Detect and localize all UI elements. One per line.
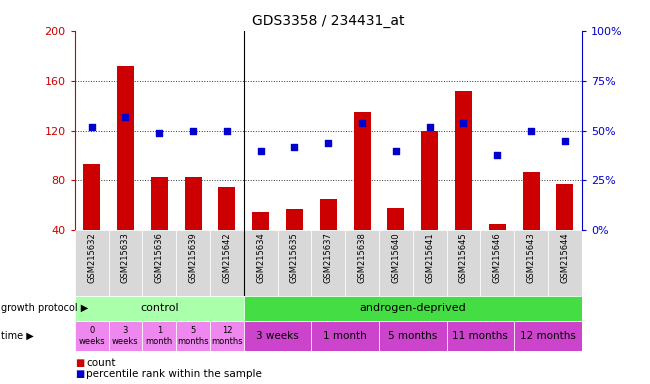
Text: 3
weeks: 3 weeks bbox=[112, 326, 138, 346]
Text: 3 weeks: 3 weeks bbox=[256, 331, 299, 341]
Bar bbox=[75, 296, 244, 321]
Text: ■: ■ bbox=[75, 358, 84, 368]
Bar bbox=[354, 112, 370, 230]
Bar bbox=[83, 164, 100, 230]
Bar bbox=[556, 184, 573, 230]
Bar bbox=[489, 224, 506, 230]
Text: GSM215637: GSM215637 bbox=[324, 232, 333, 283]
Text: 1 month: 1 month bbox=[323, 331, 367, 341]
Bar bbox=[447, 230, 480, 296]
Text: control: control bbox=[140, 303, 179, 313]
Bar bbox=[75, 230, 109, 296]
Point bbox=[86, 124, 97, 130]
Text: GSM215635: GSM215635 bbox=[290, 232, 299, 283]
Text: GSM215639: GSM215639 bbox=[188, 232, 198, 283]
Text: GSM215634: GSM215634 bbox=[256, 232, 265, 283]
Bar bbox=[345, 230, 379, 296]
Text: GSM215638: GSM215638 bbox=[358, 232, 367, 283]
Bar bbox=[109, 230, 142, 296]
Text: 1
month: 1 month bbox=[146, 326, 173, 346]
Bar bbox=[176, 321, 210, 351]
Text: GSM215641: GSM215641 bbox=[425, 232, 434, 283]
Bar bbox=[480, 230, 514, 296]
Text: GSM215640: GSM215640 bbox=[391, 232, 400, 283]
Bar bbox=[244, 230, 278, 296]
Bar bbox=[523, 172, 540, 230]
Text: GSM215644: GSM215644 bbox=[560, 232, 569, 283]
Text: GSM215632: GSM215632 bbox=[87, 232, 96, 283]
Bar bbox=[286, 209, 303, 230]
Point bbox=[492, 151, 502, 157]
Text: GSM215642: GSM215642 bbox=[222, 232, 231, 283]
Point bbox=[188, 127, 198, 134]
Bar bbox=[210, 230, 244, 296]
Point bbox=[255, 147, 266, 154]
Point bbox=[289, 144, 300, 150]
Point bbox=[222, 127, 232, 134]
Title: GDS3358 / 234431_at: GDS3358 / 234431_at bbox=[252, 14, 404, 28]
Bar bbox=[117, 66, 134, 230]
Text: 5 months: 5 months bbox=[388, 331, 437, 341]
Bar bbox=[311, 321, 379, 351]
Text: growth protocol ▶: growth protocol ▶ bbox=[1, 303, 88, 313]
Bar bbox=[447, 321, 514, 351]
Text: GSM215643: GSM215643 bbox=[526, 232, 536, 283]
Bar bbox=[109, 321, 142, 351]
Point bbox=[424, 124, 435, 130]
Bar bbox=[548, 230, 582, 296]
Bar bbox=[142, 321, 176, 351]
Point bbox=[526, 127, 536, 134]
Point bbox=[560, 137, 570, 144]
Point bbox=[154, 129, 164, 136]
Bar bbox=[514, 230, 548, 296]
Point bbox=[458, 119, 469, 126]
Text: ■: ■ bbox=[75, 369, 84, 379]
Bar bbox=[514, 321, 582, 351]
Point bbox=[357, 119, 367, 126]
Bar bbox=[252, 212, 269, 230]
Bar bbox=[185, 177, 202, 230]
Bar bbox=[387, 208, 404, 230]
Bar bbox=[278, 230, 311, 296]
Bar bbox=[244, 296, 582, 321]
Text: GSM215636: GSM215636 bbox=[155, 232, 164, 283]
Bar bbox=[210, 321, 244, 351]
Text: GSM215646: GSM215646 bbox=[493, 232, 502, 283]
Text: 0
weeks: 0 weeks bbox=[79, 326, 105, 346]
Bar bbox=[142, 230, 176, 296]
Text: androgen-deprived: androgen-deprived bbox=[359, 303, 466, 313]
Bar bbox=[218, 187, 235, 230]
Bar bbox=[176, 230, 210, 296]
Text: time ▶: time ▶ bbox=[1, 331, 34, 341]
Text: 5
months: 5 months bbox=[177, 326, 209, 346]
Text: 12 months: 12 months bbox=[520, 331, 576, 341]
Bar bbox=[320, 199, 337, 230]
Bar bbox=[379, 230, 413, 296]
Point bbox=[391, 147, 401, 154]
Point bbox=[120, 114, 131, 120]
Bar bbox=[311, 230, 345, 296]
Text: 11 months: 11 months bbox=[452, 331, 508, 341]
Bar bbox=[413, 230, 447, 296]
Text: percentile rank within the sample: percentile rank within the sample bbox=[86, 369, 263, 379]
Point bbox=[323, 139, 333, 146]
Bar bbox=[75, 321, 109, 351]
Bar bbox=[379, 321, 447, 351]
Text: GSM215633: GSM215633 bbox=[121, 232, 130, 283]
Text: GSM215645: GSM215645 bbox=[459, 232, 468, 283]
Text: 12
months: 12 months bbox=[211, 326, 242, 346]
Bar bbox=[244, 321, 311, 351]
Bar bbox=[151, 177, 168, 230]
Bar bbox=[421, 131, 438, 230]
Text: count: count bbox=[86, 358, 116, 368]
Bar bbox=[455, 91, 472, 230]
